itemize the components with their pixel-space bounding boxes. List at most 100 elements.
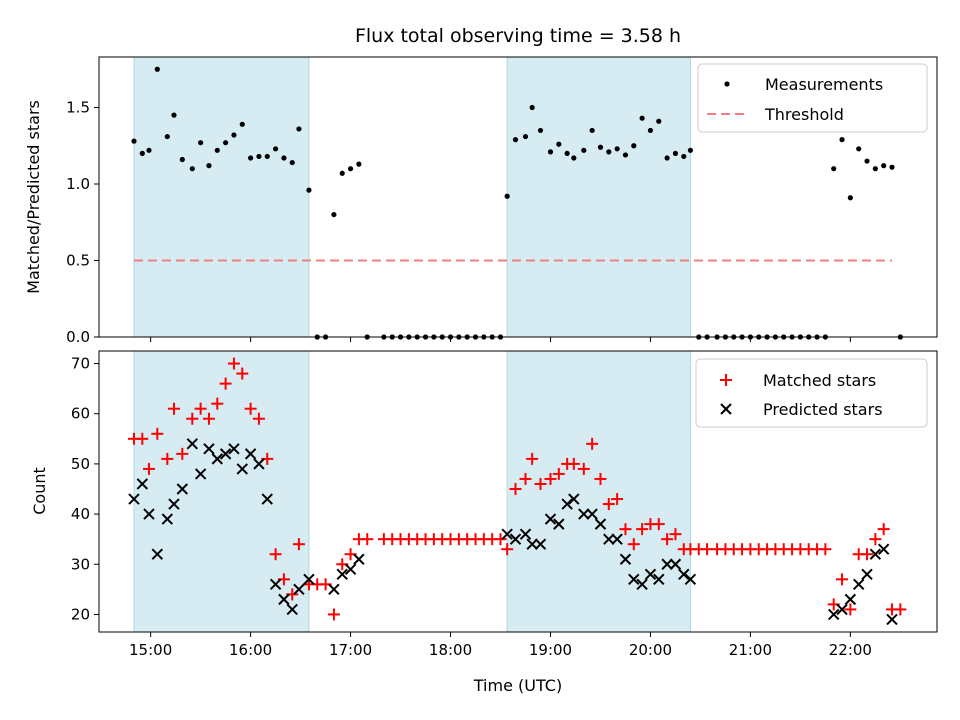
matched-star-point xyxy=(552,467,565,480)
bottom-y-tick-label: 30 xyxy=(71,555,90,573)
predicted-star-point xyxy=(278,593,290,606)
predicted-star-point xyxy=(661,558,673,570)
matched-star-point xyxy=(577,462,590,475)
x-tick-label: 19:00 xyxy=(529,641,572,659)
predicted-star-point xyxy=(186,438,199,450)
predicted-star-point xyxy=(136,478,149,490)
matched-star-point xyxy=(176,447,189,460)
bottom-y-axis-label: Count xyxy=(30,467,49,515)
matched-star-point xyxy=(526,452,539,465)
measurement-point xyxy=(289,159,295,166)
legend-measurements-marker xyxy=(724,81,730,87)
top-y-tick-label: 1.5 xyxy=(66,98,90,116)
predicted-star-point xyxy=(236,463,248,475)
predicted-star-point xyxy=(544,513,557,525)
measurement-point xyxy=(597,144,604,150)
measurement-point xyxy=(139,150,145,156)
measurement-point xyxy=(154,66,160,72)
measurement-point xyxy=(614,146,620,152)
predicted-star-point xyxy=(844,593,857,606)
predicted-star-point xyxy=(253,458,265,470)
measurement-point xyxy=(881,163,887,169)
predicted-star-point xyxy=(534,538,547,550)
bottom-shaded-regions xyxy=(133,350,691,633)
top-shaded-region-1 xyxy=(506,56,691,338)
legend-measurements-label: Measurements xyxy=(765,75,883,94)
predicted-star-point xyxy=(344,563,357,575)
matched-star-point xyxy=(669,528,682,541)
bottom-y-tick-label: 60 xyxy=(71,405,90,423)
top-legend: Measurements Threshold xyxy=(697,63,928,133)
measurement-point xyxy=(581,147,587,153)
matched-star-point xyxy=(327,608,340,621)
predicted-star-point xyxy=(328,583,340,596)
matched-star-point xyxy=(194,402,207,415)
predicted-star-point xyxy=(678,568,690,581)
predicted-star-point xyxy=(628,573,640,586)
measurement-point xyxy=(164,133,170,140)
x-axis-label: Time (UTC) xyxy=(473,676,562,695)
measurement-point xyxy=(347,166,354,172)
bottom-matched-points xyxy=(127,357,907,621)
predicted-star-point xyxy=(653,573,665,586)
matched-star-point xyxy=(227,357,240,370)
bottom-shaded-region-0 xyxy=(133,350,310,633)
legend-threshold-label: Threshold xyxy=(764,105,844,124)
measurement-point xyxy=(198,140,204,146)
matched-star-point xyxy=(619,523,632,536)
matched-star-point xyxy=(877,523,890,536)
matched-star-point xyxy=(244,402,257,415)
matched-star-point xyxy=(151,427,164,440)
measurement-point xyxy=(656,118,662,124)
matched-star-point xyxy=(594,472,607,485)
predicted-star-point xyxy=(509,533,522,545)
bottom-y-tick-label: 50 xyxy=(71,455,90,473)
predicted-star-point xyxy=(836,603,848,616)
bottom-plot-frame xyxy=(98,350,938,633)
predicted-star-point xyxy=(519,528,532,540)
matched-star-point xyxy=(509,482,522,495)
predicted-star-point xyxy=(176,483,189,495)
measurement-point xyxy=(306,187,312,193)
measurement-point xyxy=(606,149,612,155)
predicted-star-point xyxy=(303,573,315,586)
measurement-point xyxy=(589,127,595,134)
measurement-point xyxy=(256,153,262,160)
matched-star-point xyxy=(494,533,507,546)
x-tick-label: 15:00 xyxy=(129,641,172,659)
bottom-panel: 20 30 40 50 60 70 15:00 16:00 17:00 18:00 19:00 20… xyxy=(30,350,938,695)
measurement-point xyxy=(231,132,237,138)
measurement-point xyxy=(248,155,254,161)
measurement-point xyxy=(339,170,345,176)
top-y-tick-label: 0.5 xyxy=(66,251,90,269)
predicted-star-point xyxy=(203,443,215,455)
measurement-point xyxy=(831,166,837,172)
measurement-point xyxy=(889,164,895,170)
bottom-y-tick-label: 20 xyxy=(71,605,90,623)
measurement-point xyxy=(564,150,570,156)
matched-star-point xyxy=(661,533,674,546)
predicted-star-point xyxy=(852,578,865,591)
predicted-star-point xyxy=(869,548,882,560)
matched-star-point xyxy=(602,498,615,511)
bottom-legend: Matched stars Predicted stars xyxy=(695,358,928,428)
measurement-point xyxy=(529,104,535,111)
matched-star-point xyxy=(586,437,599,450)
top-legend-box xyxy=(697,63,928,133)
predicted-star-point xyxy=(603,533,615,545)
predicted-star-point xyxy=(244,448,257,460)
bottom-shaded-region-1 xyxy=(506,350,691,633)
measurement-point xyxy=(864,158,870,164)
measurement-point xyxy=(664,155,670,161)
matched-star-point xyxy=(167,402,180,415)
top-y-ticks: 0.0 0.5 1.0 1.5 xyxy=(66,98,99,346)
predicted-star-point xyxy=(526,538,538,550)
legend-matched-label: Matched stars xyxy=(763,371,876,390)
predicted-star-point xyxy=(194,468,207,480)
measurement-point xyxy=(504,193,510,199)
predicted-star-point xyxy=(877,543,890,555)
measurement-point xyxy=(681,153,687,160)
legend-predicted-marker xyxy=(720,403,732,415)
predicted-star-point xyxy=(611,533,623,545)
predicted-star-point xyxy=(644,568,657,581)
